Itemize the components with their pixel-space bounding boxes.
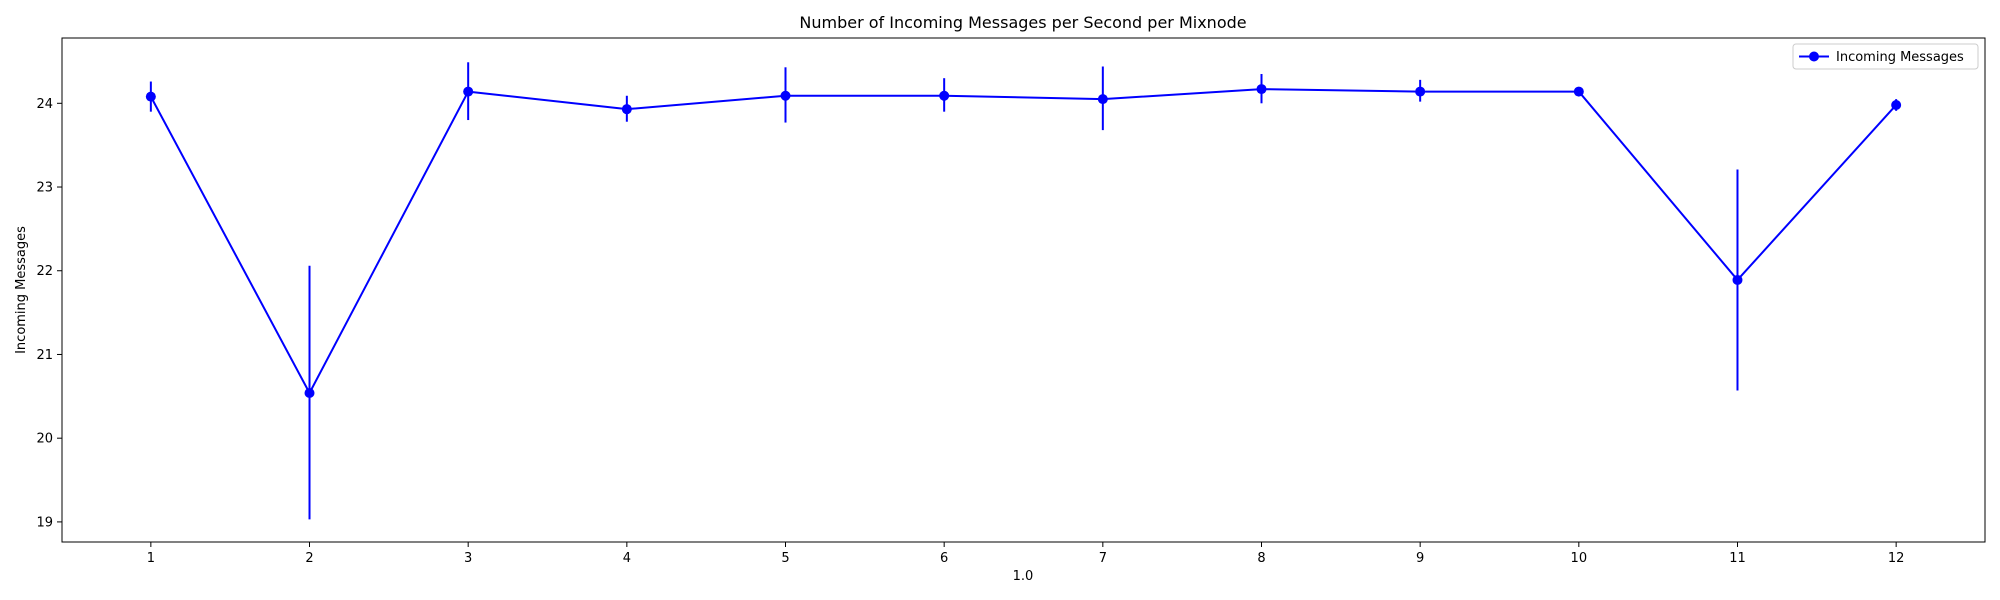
data-point <box>1415 86 1426 97</box>
y-tick-label: 24 <box>36 97 53 112</box>
series-incoming-messages <box>145 84 1902 398</box>
x-axis: 1 2 3 4 5 6 7 8 9 10 11 12 <box>147 542 1905 566</box>
x-tick-label: 4 <box>623 551 631 566</box>
legend-marker-swatch <box>1809 51 1819 62</box>
data-point <box>939 90 950 101</box>
x-tick-label: 3 <box>464 551 472 566</box>
y-tick-label: 23 <box>36 181 53 196</box>
y-axis-label: Incoming Messages <box>14 226 29 354</box>
x-tick-label: 11 <box>1729 551 1746 566</box>
x-axis-label: 1.0 <box>1013 569 1034 584</box>
x-tick-label: 12 <box>1888 551 1905 566</box>
data-point <box>1097 94 1108 105</box>
y-axis: 19 20 21 22 23 24 <box>36 97 62 530</box>
x-tick-label: 5 <box>781 551 789 566</box>
data-point <box>304 387 315 398</box>
x-tick-label: 10 <box>1571 551 1588 566</box>
plot-area <box>61 37 1986 543</box>
x-tick-label: 2 <box>305 551 313 566</box>
y-tick-label: 19 <box>36 515 53 530</box>
legend-label: Incoming Messages <box>1836 50 1964 65</box>
data-point <box>1891 99 1902 110</box>
x-tick-label: 1 <box>147 551 155 566</box>
data-point <box>463 86 474 97</box>
series-line <box>149 88 1897 394</box>
y-tick-label: 20 <box>36 432 53 447</box>
x-tick-label: 8 <box>1257 551 1265 566</box>
x-tick-label: 7 <box>1099 551 1107 566</box>
legend-box <box>1792 43 1979 70</box>
x-tick-label: 6 <box>940 551 948 566</box>
x-tick-label: 9 <box>1416 551 1424 566</box>
data-point <box>1573 86 1584 97</box>
chart-title: Number of Incoming Messages per Second p… <box>799 13 1246 32</box>
y-tick-label: 21 <box>36 348 53 363</box>
y-tick-label: 22 <box>36 264 53 279</box>
data-point <box>780 90 791 101</box>
legend: Incoming Messages <box>1792 43 1979 70</box>
data-point <box>1732 274 1743 285</box>
data-point <box>145 91 156 102</box>
data-point <box>621 104 632 115</box>
data-point <box>1256 84 1267 95</box>
